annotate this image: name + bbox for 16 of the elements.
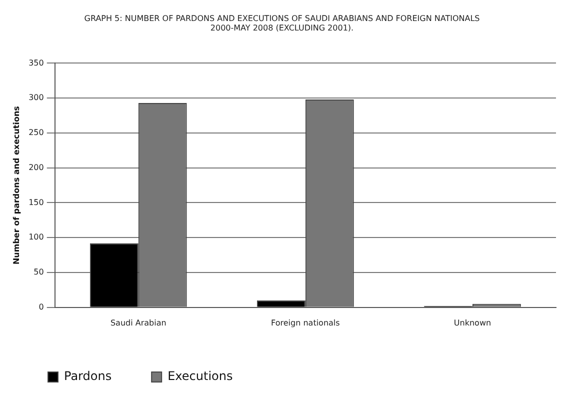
y-tick-label: 200 <box>28 162 44 172</box>
y-tick-label: 350 <box>28 58 44 68</box>
legend-label: Executions <box>168 369 233 384</box>
y-tick-label: 50 <box>34 268 44 277</box>
x-tick-label: Saudi Arabian <box>110 318 166 328</box>
x-tick-label: Unknown <box>454 318 492 328</box>
x-tick-label: Foreign nationals <box>271 318 340 328</box>
text: GRAPH 5: NUMBER OF PARDONS AND EXECUTIONS OF SAUDI ARABIANS AND FOREIGN NATIONALS <box>84 14 480 23</box>
y-tick-label: 100 <box>28 232 44 242</box>
y-axis-title: Number of pardons and executions <box>12 106 21 265</box>
text: 2000-MAY 2008 (EXCLUDING 2001). <box>210 23 354 32</box>
y-tick-label: 300 <box>28 93 44 102</box>
y-tick-label: 150 <box>28 198 44 207</box>
y-tick-label: 250 <box>28 128 44 138</box>
legend-label: Pardons <box>64 369 112 384</box>
y-tick-label: 0 <box>38 302 44 312</box>
